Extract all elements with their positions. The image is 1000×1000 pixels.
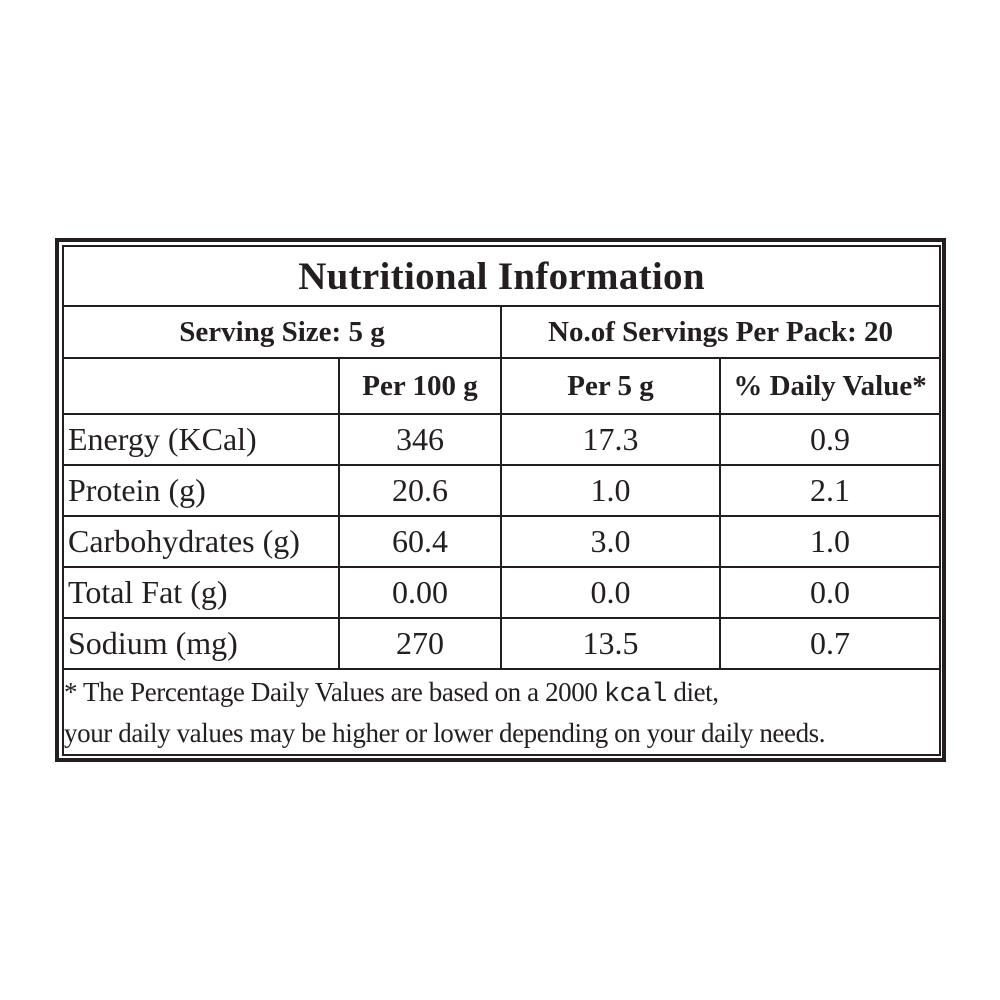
footnote-unit: kcal xyxy=(603,679,668,710)
table-row: Sodium (mg) 270 13.5 0.7 xyxy=(62,617,942,670)
value-daily: 1.0 xyxy=(718,515,942,568)
header-row: Per 100 g Per 5 g % Daily Value* xyxy=(62,357,942,415)
value-per-100g: 346 xyxy=(338,413,502,466)
table-row: Energy (KCal) 346 17.3 0.9 xyxy=(62,413,942,466)
value-daily: 0.0 xyxy=(718,566,942,619)
nutrient-name: Sodium (mg) xyxy=(62,617,340,670)
value-per-100g: 0.00 xyxy=(338,566,502,619)
value-per-100g: 20.6 xyxy=(338,464,502,517)
header-nutrient xyxy=(62,357,340,415)
header-per-100g: Per 100 g xyxy=(338,357,502,415)
footnote-line-2: your daily values may be higher or lower… xyxy=(64,717,826,748)
footnote: * The Percentage Daily Values are based … xyxy=(61,668,942,756)
header-daily-value: % Daily Value* xyxy=(718,357,942,415)
footnote-row: * The Percentage Daily Values are based … xyxy=(61,668,942,756)
table-row: Carbohydrates (g) 60.4 3.0 1.0 xyxy=(62,515,942,568)
table-title: Nutritional Information xyxy=(61,245,942,307)
footnote-text-after-unit: diet, xyxy=(667,676,719,707)
value-per-100g: 270 xyxy=(338,617,502,670)
title-row: Nutritional Information xyxy=(61,245,942,307)
value-per-5g: 17.3 xyxy=(500,413,721,466)
servings-per-pack: No.of Servings Per Pack: 20 xyxy=(499,305,942,359)
nutrition-panel: Nutritional Information Serving Size: 5 … xyxy=(55,238,946,762)
nutrient-name: Energy (KCal) xyxy=(62,413,340,466)
nutrition-table: Nutritional Information Serving Size: 5 … xyxy=(61,245,942,756)
value-per-5g: 3.0 xyxy=(500,515,721,568)
value-daily: 2.1 xyxy=(718,464,942,517)
value-per-5g: 0.0 xyxy=(500,566,721,619)
table-row: Total Fat (g) 0.00 0.0 0.0 xyxy=(62,566,942,619)
value-per-100g: 60.4 xyxy=(338,515,502,568)
footnote-text-before-unit: * The Percentage Daily Values are based … xyxy=(64,676,604,707)
value-per-5g: 1.0 xyxy=(500,464,721,517)
value-daily: 0.7 xyxy=(718,617,942,670)
serving-size: Serving Size: 5 g xyxy=(62,305,502,359)
serving-row: Serving Size: 5 g No.of Servings Per Pac… xyxy=(62,305,942,359)
nutrient-name: Total Fat (g) xyxy=(62,566,340,619)
header-per-5g: Per 5 g xyxy=(500,357,721,415)
table-row: Protein (g) 20.6 1.0 2.1 xyxy=(62,464,942,517)
nutrient-name: Carbohydrates (g) xyxy=(62,515,340,568)
footnote-line-1: * The Percentage Daily Values are based … xyxy=(64,673,938,714)
nutrient-name: Protein (g) xyxy=(62,464,340,517)
value-per-5g: 13.5 xyxy=(500,617,721,670)
value-daily: 0.9 xyxy=(718,413,942,466)
